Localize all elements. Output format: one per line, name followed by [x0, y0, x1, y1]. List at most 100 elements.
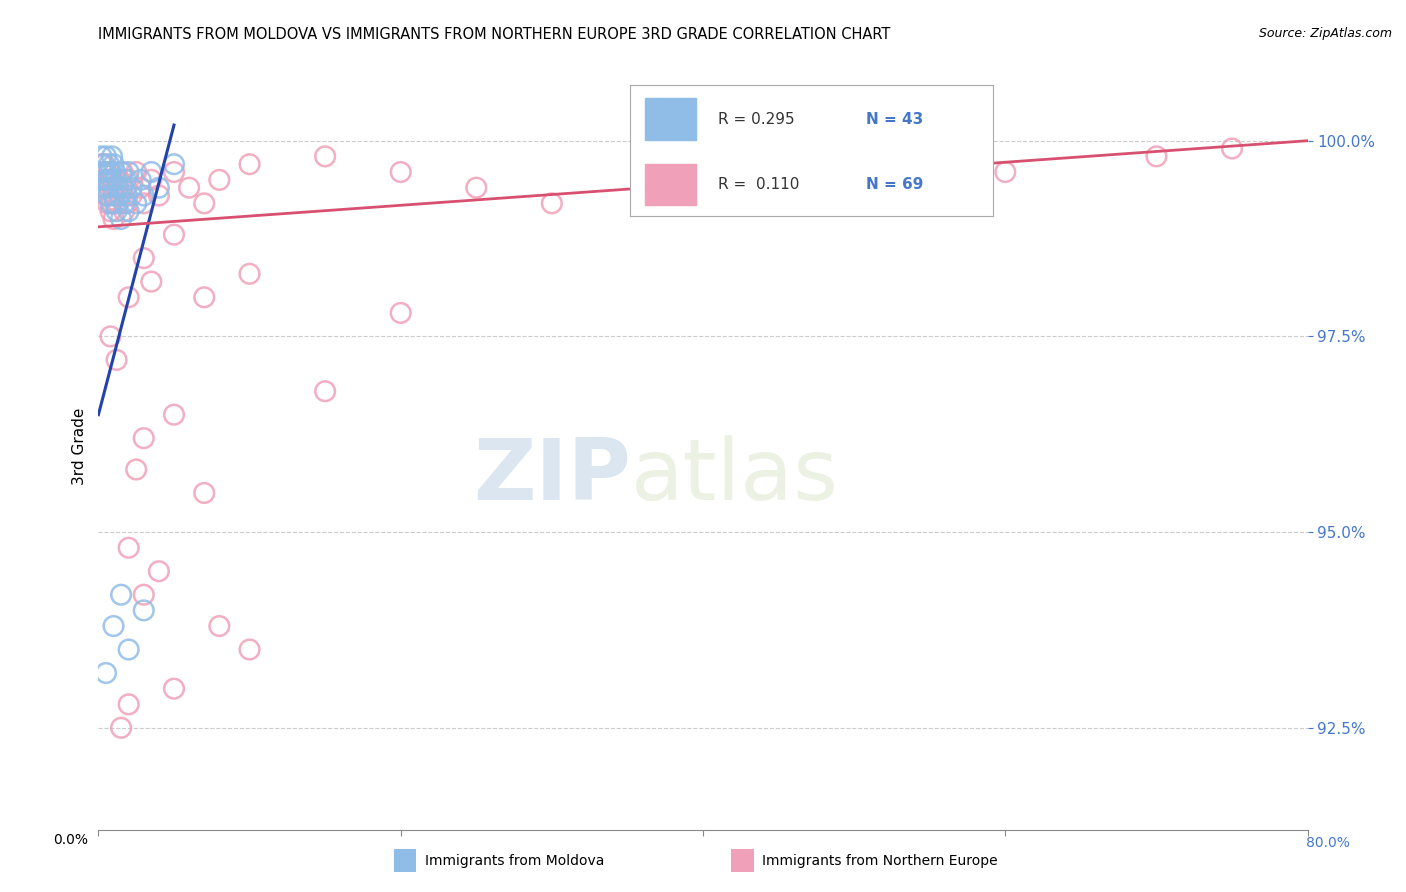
Point	[148, 188, 170, 202]
Point	[100, 165, 122, 179]
Point	[100, 329, 122, 343]
Point	[112, 196, 135, 211]
Point	[101, 196, 124, 211]
Point	[132, 196, 155, 211]
Point	[118, 290, 141, 304]
Point	[108, 188, 131, 202]
Point	[110, 212, 132, 227]
Point	[163, 165, 186, 179]
Point	[94, 665, 117, 680]
Point	[132, 188, 155, 202]
Point	[121, 180, 143, 194]
Point	[91, 165, 114, 179]
Point	[105, 180, 128, 194]
Point	[91, 173, 114, 187]
Point	[103, 212, 125, 227]
Point	[1220, 142, 1243, 156]
Point	[193, 290, 215, 304]
Text: 80.0%: 80.0%	[1306, 836, 1350, 850]
Point	[844, 188, 866, 202]
Point	[105, 352, 128, 367]
Point	[314, 384, 336, 399]
Point	[104, 196, 127, 211]
Point	[163, 227, 186, 242]
Point	[93, 180, 115, 194]
Point	[692, 173, 714, 187]
Point	[132, 588, 155, 602]
Point	[111, 180, 134, 194]
Point	[90, 149, 112, 163]
Point	[239, 157, 262, 171]
Point	[98, 180, 121, 194]
Point	[141, 165, 163, 179]
Point	[103, 188, 125, 202]
Point	[110, 588, 132, 602]
Point	[103, 173, 125, 187]
Point	[91, 157, 114, 171]
Point	[239, 267, 262, 281]
Point	[163, 681, 186, 696]
Point	[314, 149, 336, 163]
Point	[208, 619, 231, 633]
Point	[389, 165, 412, 179]
Text: Source: ZipAtlas.com: Source: ZipAtlas.com	[1258, 27, 1392, 40]
Point	[132, 431, 155, 445]
Point	[115, 188, 138, 202]
Point	[96, 173, 118, 187]
Point	[132, 251, 155, 265]
Text: Immigrants from Northern Europe: Immigrants from Northern Europe	[762, 854, 998, 868]
Point	[101, 180, 124, 194]
Point	[208, 173, 231, 187]
Point	[129, 173, 152, 187]
Text: IMMIGRANTS FROM MOLDOVA VS IMMIGRANTS FROM NORTHERN EUROPE 3RD GRADE CORRELATION: IMMIGRANTS FROM MOLDOVA VS IMMIGRANTS FR…	[98, 27, 891, 42]
Point	[540, 196, 562, 211]
Point	[104, 188, 127, 202]
Point	[193, 486, 215, 500]
Text: 0.0%: 0.0%	[53, 833, 89, 847]
Point	[98, 188, 121, 202]
Point	[101, 149, 124, 163]
Point	[389, 306, 412, 320]
Point	[101, 173, 124, 187]
Point	[193, 196, 215, 211]
Point	[125, 165, 148, 179]
Point	[118, 541, 141, 555]
Point	[148, 564, 170, 578]
Text: Immigrants from Moldova: Immigrants from Moldova	[425, 854, 605, 868]
Point	[111, 165, 134, 179]
Point	[118, 642, 141, 657]
Point	[94, 188, 117, 202]
Y-axis label: 3rd Grade: 3rd Grade	[72, 408, 87, 484]
Point	[93, 157, 115, 171]
Point	[239, 642, 262, 657]
Point	[108, 173, 131, 187]
Point	[107, 196, 129, 211]
Point	[94, 165, 117, 179]
Point	[98, 157, 121, 171]
Point	[163, 408, 186, 422]
Point	[118, 204, 141, 219]
Point	[114, 173, 136, 187]
Point	[96, 188, 118, 202]
Point	[129, 180, 152, 194]
Point	[100, 204, 122, 219]
Text: atlas: atlas	[630, 435, 838, 518]
Point	[132, 603, 155, 617]
Point	[163, 157, 186, 171]
Point	[148, 180, 170, 194]
Point	[121, 188, 143, 202]
Point	[110, 188, 132, 202]
Point	[103, 157, 125, 171]
Point	[141, 275, 163, 289]
Point	[105, 173, 128, 187]
Text: ZIP: ZIP	[472, 435, 630, 518]
Point	[91, 165, 114, 179]
Point	[96, 196, 118, 211]
Point	[103, 619, 125, 633]
Point	[1146, 149, 1168, 163]
Point	[125, 196, 148, 211]
Point	[110, 721, 132, 735]
Point	[104, 165, 127, 179]
Point	[93, 173, 115, 187]
Point	[100, 173, 122, 187]
